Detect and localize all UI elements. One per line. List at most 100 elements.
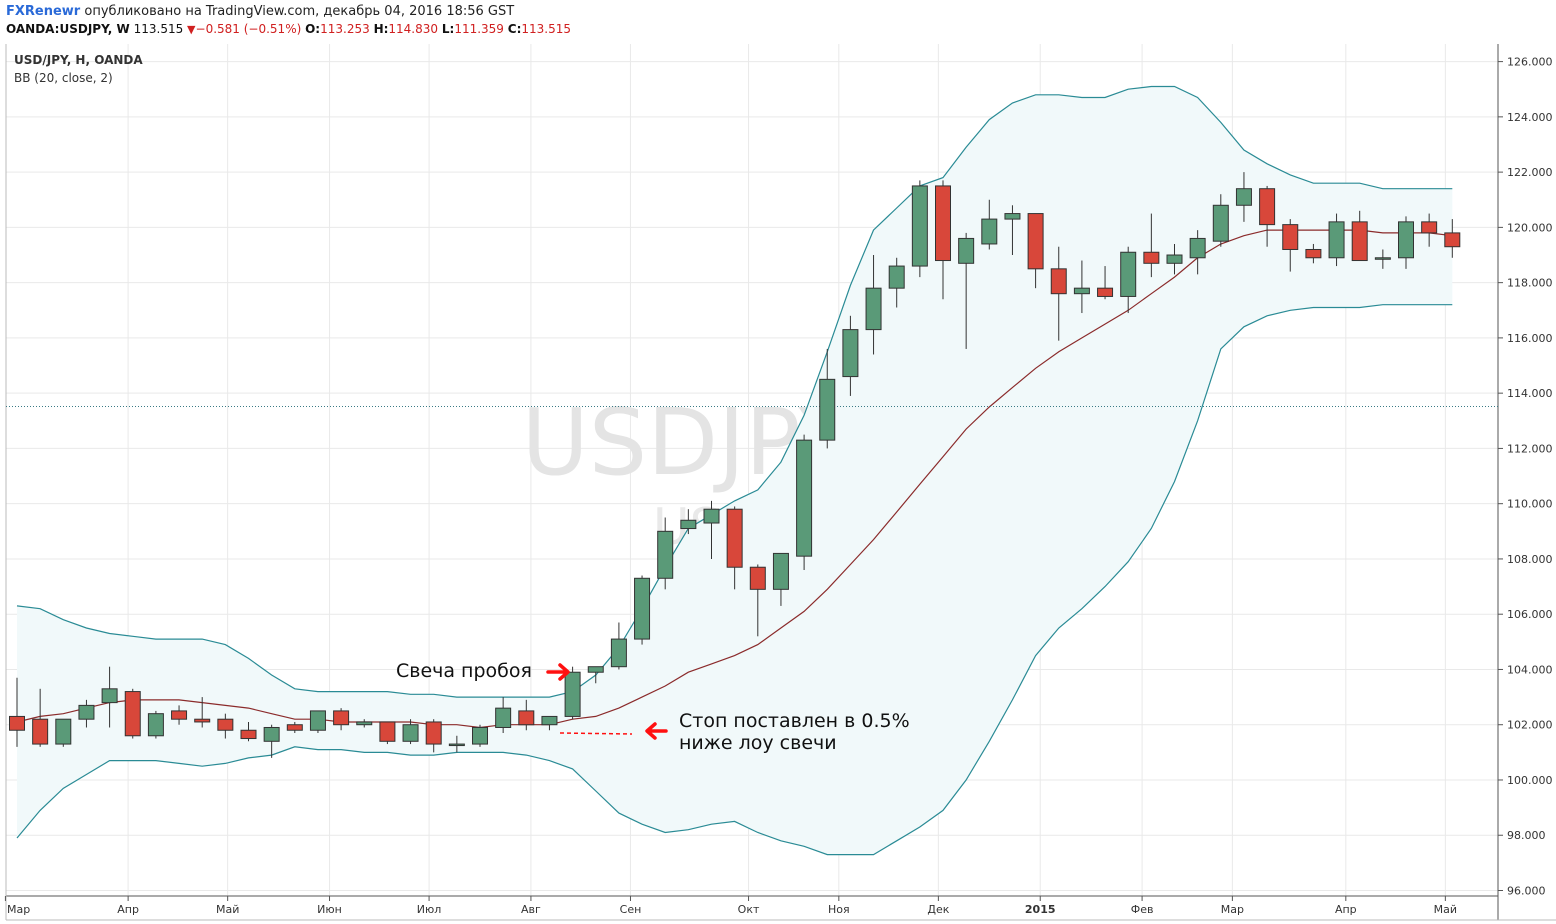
candle-body xyxy=(472,726,488,745)
time-tick-label: Мар xyxy=(1221,903,1244,916)
open-value: 113.253 xyxy=(320,22,370,36)
pane-symbol-label[interactable]: USD/JPY, H, OANDA xyxy=(14,53,143,67)
bollinger-basis-line xyxy=(16,229,1453,729)
candle-body xyxy=(634,577,651,640)
candle-body xyxy=(958,237,975,264)
low-value: 111.359 xyxy=(454,22,504,36)
low-label: L: xyxy=(441,22,455,36)
candle-body xyxy=(1444,232,1461,248)
candle-body xyxy=(911,185,928,267)
candle-body xyxy=(1305,248,1322,259)
open-label: O: xyxy=(305,22,321,36)
candle-down xyxy=(1421,213,1438,247)
candle-up xyxy=(309,710,326,734)
time-tick-label: Окт xyxy=(738,903,760,916)
candle-body xyxy=(379,721,396,742)
price-tick-label: 110.000 xyxy=(1507,498,1553,511)
time-tick-label: Дек xyxy=(927,903,949,916)
candle-down xyxy=(379,721,396,745)
candle-body xyxy=(1235,188,1252,206)
candle-body xyxy=(657,530,674,579)
price-tick-label: 102.000 xyxy=(1507,719,1553,732)
price-tick-label: 108.000 xyxy=(1507,553,1553,566)
time-tick-label: Авг xyxy=(521,903,541,916)
last-price: 113.515 xyxy=(133,22,184,36)
candle-up xyxy=(1004,205,1021,256)
candle-up xyxy=(78,699,95,728)
price-tick-label: 100.000 xyxy=(1507,774,1553,787)
candle-down xyxy=(333,708,350,731)
time-tick-label: Апр xyxy=(117,903,139,916)
bollinger-lower-band xyxy=(16,304,1453,856)
high-label: H: xyxy=(373,22,389,36)
candle-up xyxy=(865,255,882,355)
candle-up xyxy=(680,509,697,535)
candle-body xyxy=(402,724,419,742)
indicator-label[interactable]: BB (20, close, 2) xyxy=(14,71,113,85)
candle-up xyxy=(472,724,488,747)
time-tick-label: Мар xyxy=(7,903,30,916)
candle-body xyxy=(1189,237,1206,259)
price-tick-label: 96.000 xyxy=(1507,885,1546,898)
candle-body xyxy=(1143,251,1160,264)
price-tick-label: 122.000 xyxy=(1507,166,1553,179)
candle-body xyxy=(1212,204,1229,242)
stop-arrow-icon xyxy=(645,722,668,740)
published-text: опубликовано на TradingView.com, декабрь… xyxy=(84,4,515,19)
candle-up xyxy=(587,666,604,684)
stop-annotation-line1: Стоп поставлен в 0.5% xyxy=(679,710,910,732)
price-axis-labels: 96.000 98.000 100.000 102.000 104.000 106.000… xyxy=(1498,56,1553,898)
candle-up xyxy=(796,434,813,570)
candle-body xyxy=(217,718,234,731)
candle-body xyxy=(1374,257,1391,260)
candle-body xyxy=(1027,213,1044,270)
candle-down xyxy=(217,713,234,739)
candle-down xyxy=(240,721,257,742)
candle-down xyxy=(32,688,49,747)
candle-body xyxy=(1050,268,1067,295)
stop-annotation-line2: ниже лоу свечи xyxy=(679,732,837,754)
candle-body xyxy=(78,704,95,720)
candle-body xyxy=(842,329,859,378)
candle-down xyxy=(1444,219,1461,258)
close-label: C: xyxy=(507,22,522,36)
close-value: 113.515 xyxy=(521,22,571,36)
candle-up xyxy=(495,697,512,734)
symbol-name[interactable]: OANDA:USDJPY, W xyxy=(6,22,130,36)
candle-body xyxy=(9,715,25,731)
price-tick-label: 120.000 xyxy=(1507,221,1553,234)
candle-up xyxy=(402,719,419,745)
candle-down xyxy=(425,719,442,753)
candle-up xyxy=(541,715,558,731)
candle-body xyxy=(495,707,512,728)
candle-up xyxy=(1398,216,1414,269)
symbol-header: OANDA:USDJPY, W 113.515 ▼−0.581 (−0.51%)… xyxy=(6,22,571,36)
candle-up xyxy=(911,180,928,278)
high-value: 114.830 xyxy=(388,22,439,36)
author-name[interactable]: FXRenewr xyxy=(6,4,81,19)
candle-down xyxy=(1027,213,1044,289)
candle-down xyxy=(194,697,211,728)
candle-up xyxy=(842,315,859,396)
candle-up xyxy=(263,724,280,758)
candle-body xyxy=(171,710,188,720)
candle-body xyxy=(263,726,280,742)
candle-up xyxy=(1120,246,1137,314)
candle-body xyxy=(356,721,373,726)
breakout-arrow-icon xyxy=(546,663,570,681)
candle-body xyxy=(32,718,49,745)
time-tick-label: Июл xyxy=(417,903,442,916)
candle-down xyxy=(171,705,188,725)
time-tick-label: 2015 xyxy=(1025,903,1056,916)
candle-down xyxy=(935,180,951,300)
candle-up xyxy=(703,500,720,559)
price-tick-label: 114.000 xyxy=(1507,387,1553,400)
time-tick-label: Май xyxy=(1434,903,1457,916)
candle-up xyxy=(1189,230,1206,275)
candle-up xyxy=(101,666,118,728)
candle-body xyxy=(286,724,303,731)
candle-body xyxy=(425,721,442,745)
candle-body xyxy=(888,265,905,289)
candle-down xyxy=(1259,185,1276,247)
